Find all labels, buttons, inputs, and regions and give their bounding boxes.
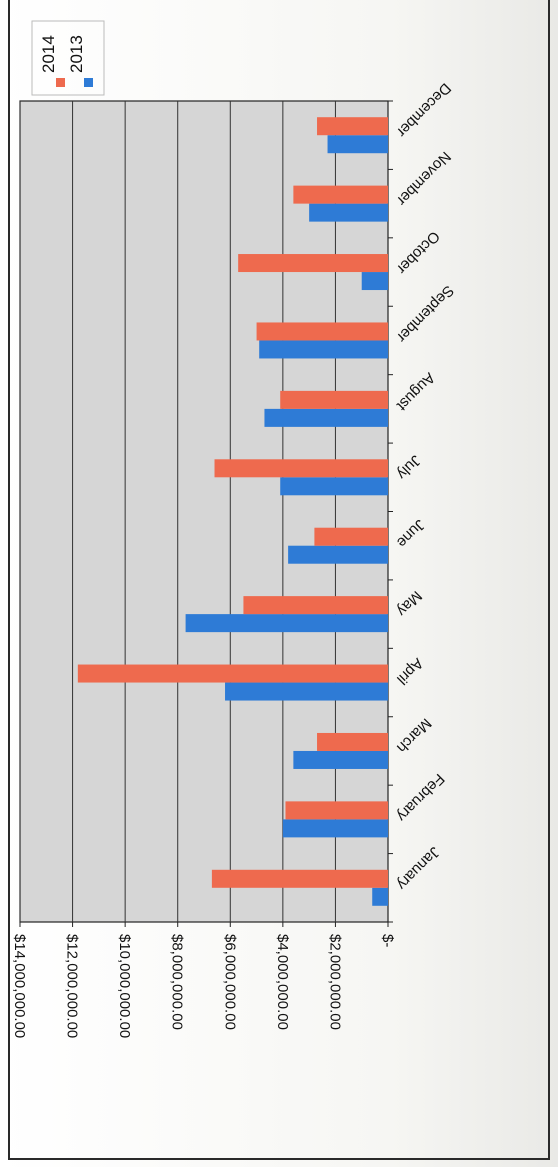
legend-label-2014: 2014 [39,35,58,73]
legend-box [31,20,105,96]
bar-2013-february [282,819,388,838]
x-tick-label: $8,000,000.00 [169,934,186,1030]
chart-rotated-group: $- $2,000,000.00 $4,000,000.00 $6,000,000.0… [11,20,457,1038]
category-label: October [393,227,443,277]
x-tick-label: $10,000,000.00 [116,934,133,1038]
legend-label-2013: 2013 [67,35,86,73]
bar-2014-january [211,869,388,888]
x-tick-label: $12,000,000.00 [64,934,81,1038]
bar-2014-november [293,185,388,204]
x-tick-label: $6,000,000.00 [221,934,238,1030]
bar-2013-january [372,887,388,906]
bar-2014-september [256,322,388,341]
legend-swatch-2014 [56,78,65,87]
bar-2014-june [314,527,388,546]
bar-2014-december [317,117,388,136]
bar-2013-august [264,408,388,427]
bar-2013-july [280,477,388,496]
x-tick-label: $4,000,000.00 [274,934,291,1030]
category-label: April [393,654,426,687]
category-label: May [393,587,425,619]
bar-2013-june [288,545,388,564]
bar-2013-april [225,682,388,701]
category-label: August [393,369,439,415]
document-border [8,0,550,1160]
category-label: September [393,282,457,346]
bar-2014-may [243,596,388,615]
category-label: June [393,516,428,551]
bar-2014-august [280,390,388,409]
category-label: July [393,452,424,483]
bar-2013-november [309,203,388,222]
bar-2014-february [285,801,388,820]
bar-2013-may [185,614,388,633]
x-tick-label: $- [379,934,396,947]
legend-swatch-2013 [84,78,93,87]
category-label: February [393,770,448,825]
category-label: March [393,715,434,756]
bar-2014-october [238,254,388,273]
bar-2013-september [259,340,388,359]
bar-2013-october [361,272,388,291]
category-label: January [393,843,443,893]
category-label: November [393,148,454,209]
plot-area [19,100,389,923]
x-tick-label: $14,000,000.00 [11,934,28,1038]
bar-2013-december [327,135,388,154]
bar-2013-march [293,750,388,769]
bar-2014-april [77,664,388,683]
bar-2014-march [317,732,388,751]
bar-2014-july [214,459,388,478]
category-label: December [393,79,454,140]
x-tick-label: $2,000,000.00 [326,934,343,1030]
